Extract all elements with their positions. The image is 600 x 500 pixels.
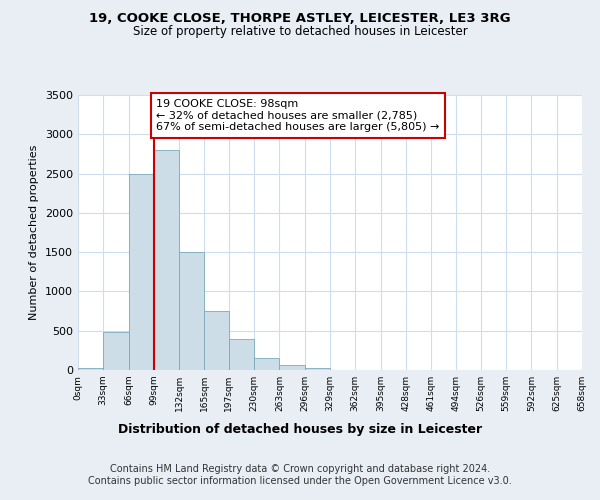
Bar bbox=[103, 332, 128, 370]
Y-axis label: Number of detached properties: Number of detached properties bbox=[29, 145, 40, 320]
Bar bbox=[305, 368, 330, 370]
Bar bbox=[280, 366, 305, 370]
Bar bbox=[179, 252, 205, 370]
Bar bbox=[205, 311, 229, 370]
Bar bbox=[254, 358, 280, 370]
Bar bbox=[78, 368, 103, 370]
Text: Contains HM Land Registry data © Crown copyright and database right 2024.
Contai: Contains HM Land Registry data © Crown c… bbox=[88, 464, 512, 486]
Text: 19, COOKE CLOSE, THORPE ASTLEY, LEICESTER, LE3 3RG: 19, COOKE CLOSE, THORPE ASTLEY, LEICESTE… bbox=[89, 12, 511, 26]
Text: 19 COOKE CLOSE: 98sqm
← 32% of detached houses are smaller (2,785)
67% of semi-d: 19 COOKE CLOSE: 98sqm ← 32% of detached … bbox=[156, 99, 440, 132]
Bar bbox=[128, 174, 154, 370]
Text: Size of property relative to detached houses in Leicester: Size of property relative to detached ho… bbox=[133, 25, 467, 38]
Bar bbox=[229, 338, 254, 370]
Bar bbox=[154, 150, 179, 370]
Text: Distribution of detached houses by size in Leicester: Distribution of detached houses by size … bbox=[118, 424, 482, 436]
